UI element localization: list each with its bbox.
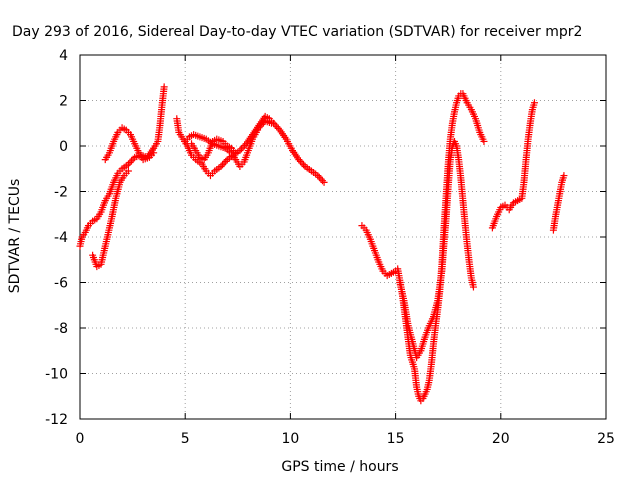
x-tick-label: 20: [492, 431, 510, 447]
x-tick-label: 5: [181, 431, 190, 447]
x-tick-label: 15: [387, 431, 405, 447]
data-point: [217, 162, 225, 170]
data-series: [76, 83, 568, 405]
x-axis-label: GPS time / hours: [281, 459, 398, 475]
data-point: [314, 172, 322, 180]
data-point: [124, 160, 132, 168]
data-point: [256, 122, 264, 130]
series-9: [488, 99, 538, 232]
x-tick-label: 25: [597, 431, 615, 447]
data-point: [239, 143, 247, 151]
y-tick-label: -10: [45, 367, 68, 383]
data-point: [220, 159, 228, 167]
data-point: [271, 121, 279, 129]
x-tick-label: 0: [76, 431, 85, 447]
data-point: [160, 83, 168, 91]
y-tick-label: -12: [45, 412, 68, 428]
data-point: [480, 137, 488, 145]
data-point: [317, 175, 325, 183]
data-point: [273, 123, 281, 131]
data-point: [258, 120, 266, 128]
data-point: [469, 283, 477, 291]
y-tick-label: -2: [54, 185, 68, 201]
y-tick-label: -8: [54, 321, 68, 337]
series-8: [396, 137, 477, 362]
series-5: [181, 117, 275, 170]
data-point: [296, 157, 304, 165]
data-point: [219, 161, 227, 169]
chart-title: Day 293 of 2016, Sidereal Day-to-day VTE…: [12, 24, 582, 40]
series-10: [549, 172, 568, 234]
series-2: [89, 167, 132, 271]
data-point: [274, 124, 282, 132]
data-point: [232, 149, 240, 157]
y-tick-label: -6: [54, 276, 68, 292]
data-point: [300, 161, 308, 169]
y-tick-labels: -12 -10 -8 -6 -4 -2 0 2 4: [45, 48, 68, 428]
series-1: [76, 83, 168, 250]
data-point: [150, 149, 158, 157]
data-point: [129, 155, 137, 163]
data-point: [315, 173, 323, 181]
data-point: [560, 172, 568, 180]
grid-lines: [80, 55, 606, 419]
y-tick-label: 0: [59, 139, 68, 155]
y-tick-label: -4: [54, 230, 68, 246]
data-point: [236, 147, 244, 155]
x-tick-labels: 0 5 10 15 20 25: [76, 431, 615, 447]
y-tick-label: 4: [59, 48, 68, 64]
data-point: [298, 159, 306, 167]
series-6: [188, 135, 240, 164]
x-tick-label: 10: [281, 431, 299, 447]
data-point: [318, 177, 326, 185]
y-tick-label: 2: [59, 94, 68, 110]
data-point: [530, 99, 538, 107]
data-point: [222, 157, 230, 165]
data-point: [237, 145, 245, 153]
y-axis-label: SDTVAR / TECUs: [7, 179, 23, 294]
data-point: [267, 119, 275, 127]
data-point: [128, 157, 136, 165]
data-point: [126, 158, 134, 166]
data-point: [124, 167, 132, 175]
series-3: [101, 124, 158, 164]
data-point: [295, 156, 303, 164]
data-point: [320, 178, 328, 186]
data-point: [255, 124, 263, 132]
